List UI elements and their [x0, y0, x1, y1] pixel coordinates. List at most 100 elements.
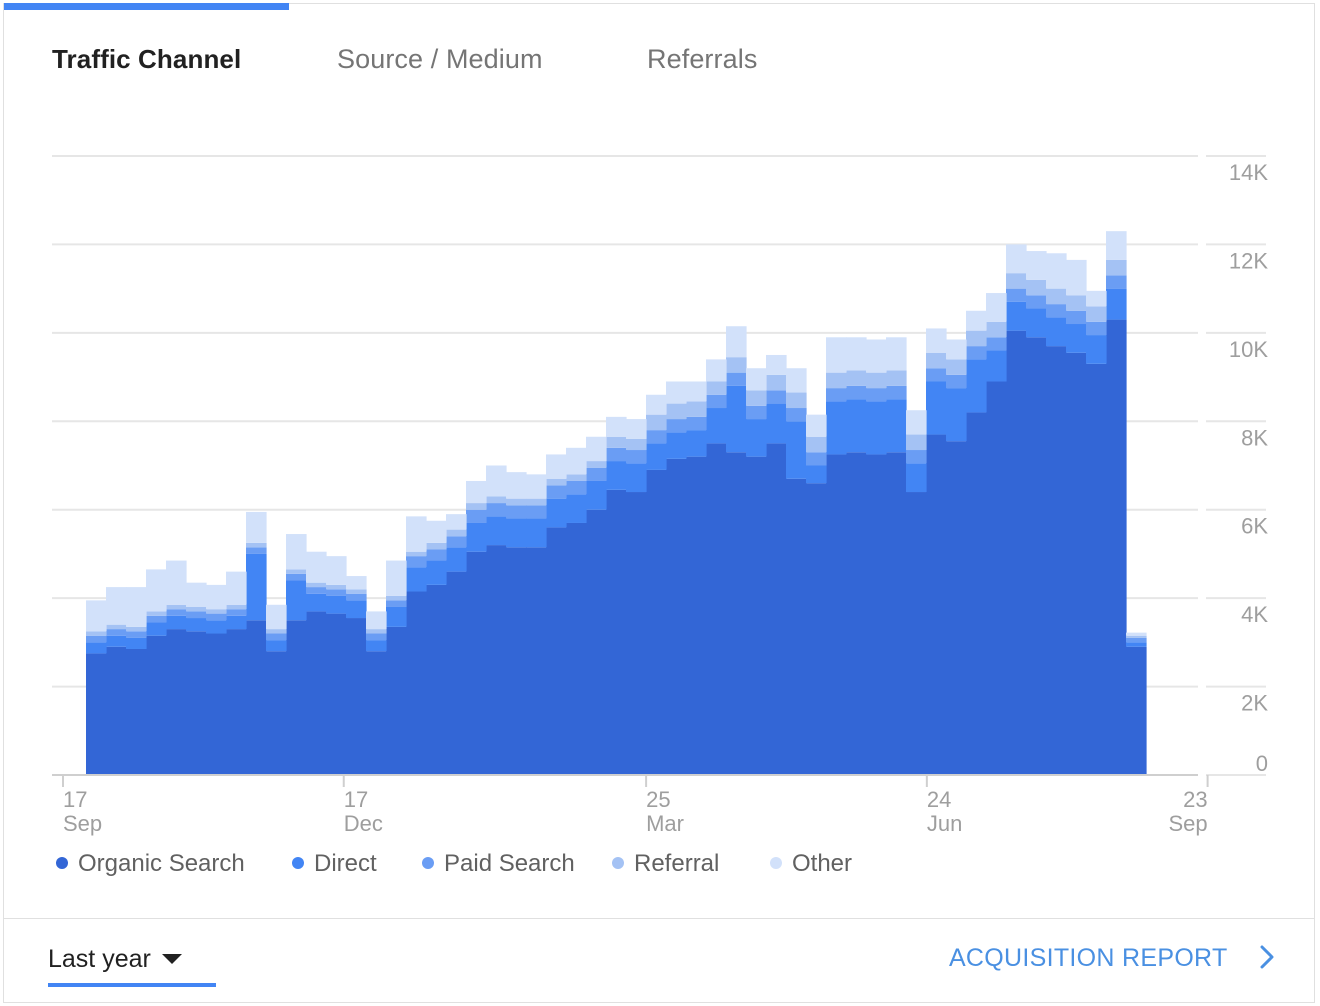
- area-segment: [606, 489, 627, 775]
- area-segment: [86, 653, 107, 775]
- area-segment: [386, 626, 407, 775]
- x-tick-day: 24: [927, 787, 951, 812]
- tab-referrals[interactable]: Referrals: [647, 44, 758, 74]
- area-segment: [126, 587, 147, 627]
- area-segment: [946, 441, 967, 775]
- area-segment: [1086, 290, 1107, 307]
- area-segment: [86, 635, 107, 643]
- area-segment: [846, 452, 867, 775]
- area-segment: [926, 381, 947, 435]
- area-segment: [346, 576, 367, 590]
- area-segment: [786, 368, 807, 393]
- area-segment: [686, 430, 707, 457]
- area-segment: [746, 368, 767, 391]
- area-segment: [286, 580, 307, 621]
- area-segment: [1046, 317, 1067, 347]
- legend-item-direct[interactable]: Direct: [292, 850, 377, 878]
- area-segment: [646, 414, 667, 431]
- date-range-dropdown[interactable]: Last year: [48, 945, 216, 987]
- area-segment: [246, 553, 267, 621]
- legend-item-other[interactable]: Other: [770, 850, 852, 878]
- chevron-right-icon: [1260, 945, 1274, 974]
- area-segment: [946, 339, 967, 360]
- area-segment: [1046, 304, 1067, 318]
- area-segment: [506, 505, 527, 519]
- area-segment: [506, 518, 527, 548]
- area-segment: [1066, 352, 1087, 775]
- area-segment: [626, 450, 647, 464]
- area-segment: [706, 394, 727, 409]
- area-segment: [806, 436, 827, 453]
- area-segment: [1046, 288, 1067, 305]
- area-segment: [246, 511, 267, 543]
- area-segment: [426, 549, 447, 561]
- area-segment: [446, 536, 467, 548]
- area-segment: [366, 640, 387, 652]
- area-segment: [366, 629, 387, 634]
- area-segment: [926, 328, 947, 353]
- area-segment: [306, 611, 327, 775]
- area-segment: [706, 381, 727, 395]
- area-segment: [586, 509, 607, 775]
- area-segment: [326, 584, 347, 590]
- area-segment: [406, 591, 427, 775]
- legend-swatch: [422, 856, 434, 869]
- area-segment: [566, 522, 587, 775]
- area-segment: [186, 606, 207, 612]
- area-segment: [286, 569, 307, 574]
- area-segment: [1046, 346, 1067, 775]
- tab-source-medium[interactable]: Source / Medium: [337, 44, 543, 74]
- legend-label: Referral: [634, 850, 720, 877]
- area-segment: [126, 637, 147, 649]
- area-segment: [786, 478, 807, 775]
- tab-traffic-channel[interactable]: Traffic Channel: [52, 44, 242, 74]
- area-segment: [1026, 279, 1047, 296]
- area-segment: [106, 646, 127, 775]
- area-segment: [966, 359, 987, 413]
- area-segment: [966, 346, 987, 360]
- area-segment: [226, 609, 247, 616]
- legend-item-paid-search[interactable]: Paid Search: [422, 850, 575, 878]
- area-segment: [166, 560, 187, 605]
- area-segment: [866, 401, 887, 455]
- area-segment: [466, 503, 487, 510]
- area-segment: [1126, 637, 1147, 643]
- area-segment: [1126, 642, 1147, 647]
- area-segment: [326, 556, 347, 585]
- legend-item-organic-search[interactable]: Organic Search: [56, 850, 245, 878]
- area-segment: [1066, 324, 1087, 353]
- area-segment: [926, 368, 947, 382]
- area-segment: [826, 401, 847, 455]
- area-segment: [886, 370, 907, 386]
- area-segment: [166, 629, 187, 775]
- area-segment: [406, 556, 427, 568]
- area-segment: [226, 604, 247, 610]
- area-segment: [946, 388, 967, 442]
- date-range-underline: [48, 983, 216, 987]
- area-segment: [1086, 321, 1107, 336]
- area-segment: [606, 436, 627, 448]
- area-segment: [886, 399, 907, 453]
- acquisition-report-link[interactable]: ACQUISITION REPORT: [949, 944, 1274, 980]
- area-segment: [966, 310, 987, 331]
- area-segment: [466, 551, 487, 775]
- acquisition-report-label: ACQUISITION REPORT: [948, 944, 1228, 972]
- area-segment: [726, 372, 747, 386]
- area-segment: [986, 321, 1007, 338]
- legend-item-referral[interactable]: Referral: [612, 850, 719, 878]
- area-segment: [606, 416, 627, 437]
- area-segment: [346, 589, 367, 594]
- area-segment: [406, 551, 427, 557]
- area-segment: [326, 589, 347, 596]
- area-segment: [826, 372, 847, 389]
- area-segment: [486, 503, 507, 517]
- area-segment: [266, 640, 287, 652]
- area-segment: [206, 633, 227, 775]
- area-segment: [586, 467, 607, 481]
- area-segment: [106, 635, 127, 647]
- area-segment: [926, 352, 947, 369]
- area-segment: [886, 337, 907, 371]
- area-segment: [546, 527, 567, 775]
- area-segment: [266, 604, 287, 630]
- x-tick-month: Jun: [927, 811, 962, 836]
